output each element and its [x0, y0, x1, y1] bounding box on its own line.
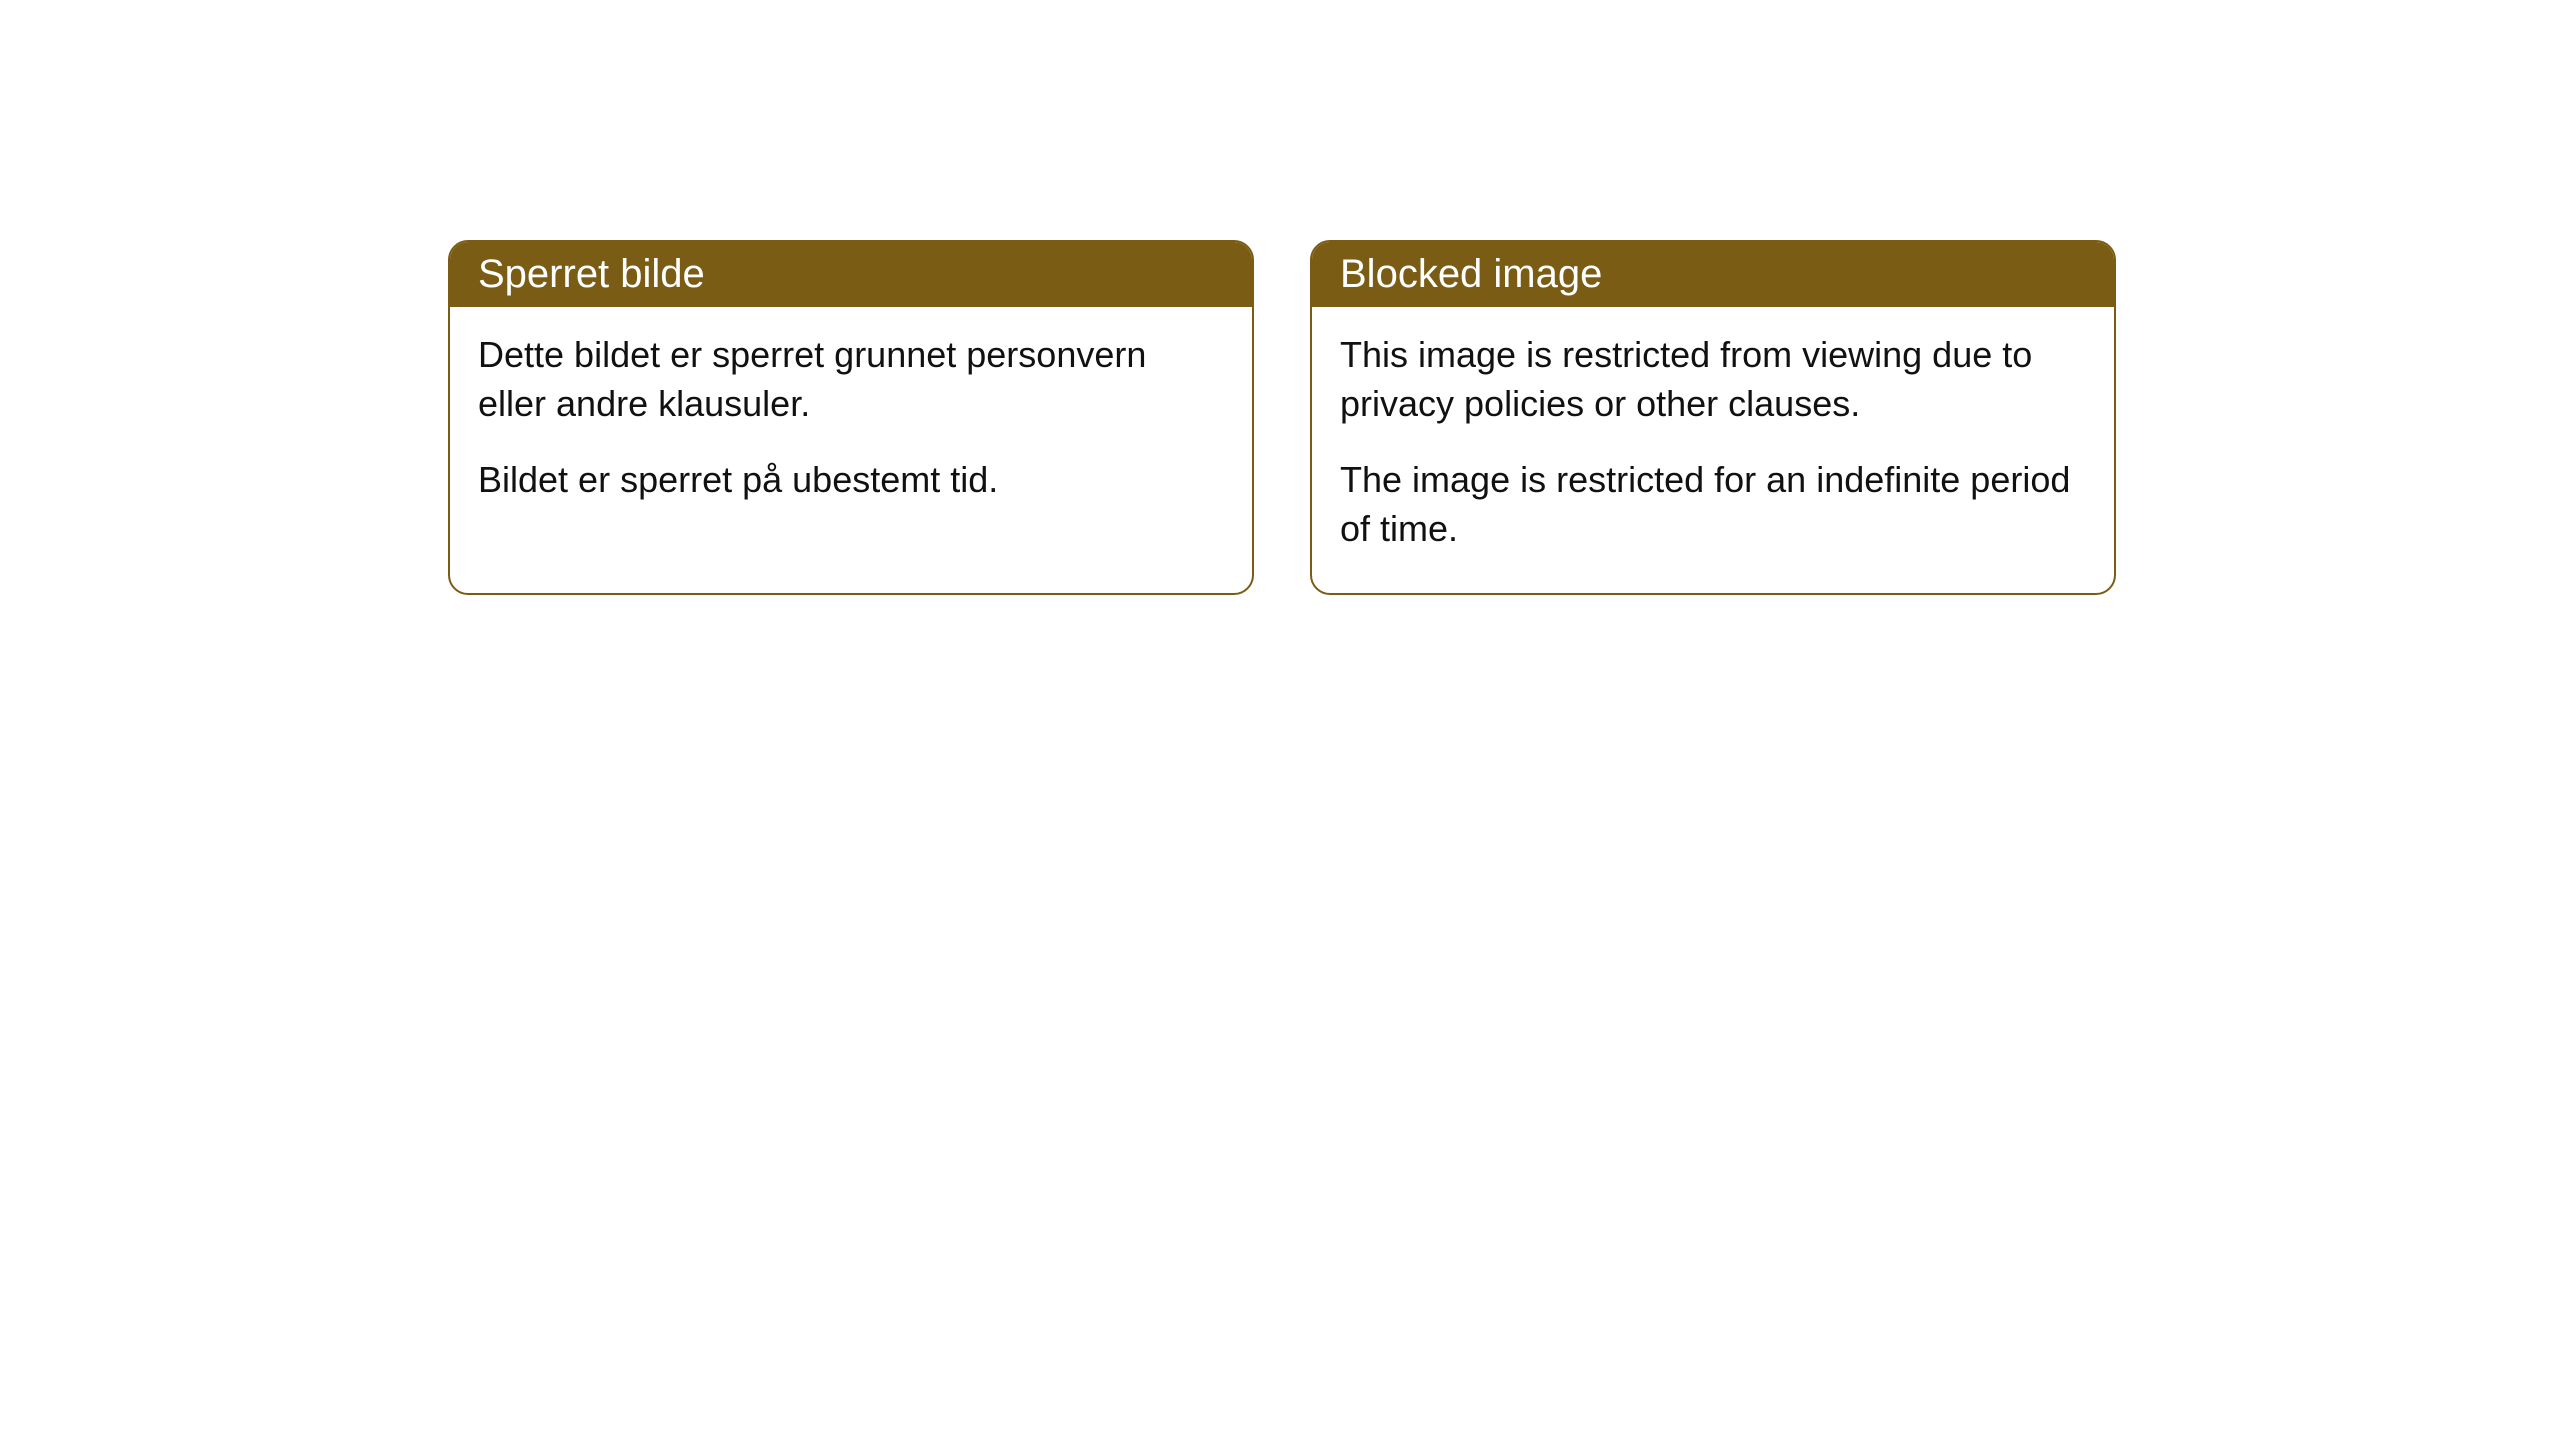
- card-paragraph: Dette bildet er sperret grunnet personve…: [478, 331, 1224, 428]
- card-paragraph: This image is restricted from viewing du…: [1340, 331, 2086, 428]
- card-paragraph: Bildet er sperret på ubestemt tid.: [478, 456, 1224, 505]
- card-header: Sperret bilde: [450, 242, 1252, 307]
- notice-card-english: Blocked image This image is restricted f…: [1310, 240, 2116, 595]
- card-paragraph: The image is restricted for an indefinit…: [1340, 456, 2086, 553]
- card-header: Blocked image: [1312, 242, 2114, 307]
- card-body: Dette bildet er sperret grunnet personve…: [450, 307, 1252, 545]
- notice-cards-container: Sperret bilde Dette bildet er sperret gr…: [448, 240, 2116, 595]
- card-title: Sperret bilde: [478, 252, 705, 296]
- card-body: This image is restricted from viewing du…: [1312, 307, 2114, 593]
- notice-card-norwegian: Sperret bilde Dette bildet er sperret gr…: [448, 240, 1254, 595]
- card-title: Blocked image: [1340, 252, 1602, 296]
